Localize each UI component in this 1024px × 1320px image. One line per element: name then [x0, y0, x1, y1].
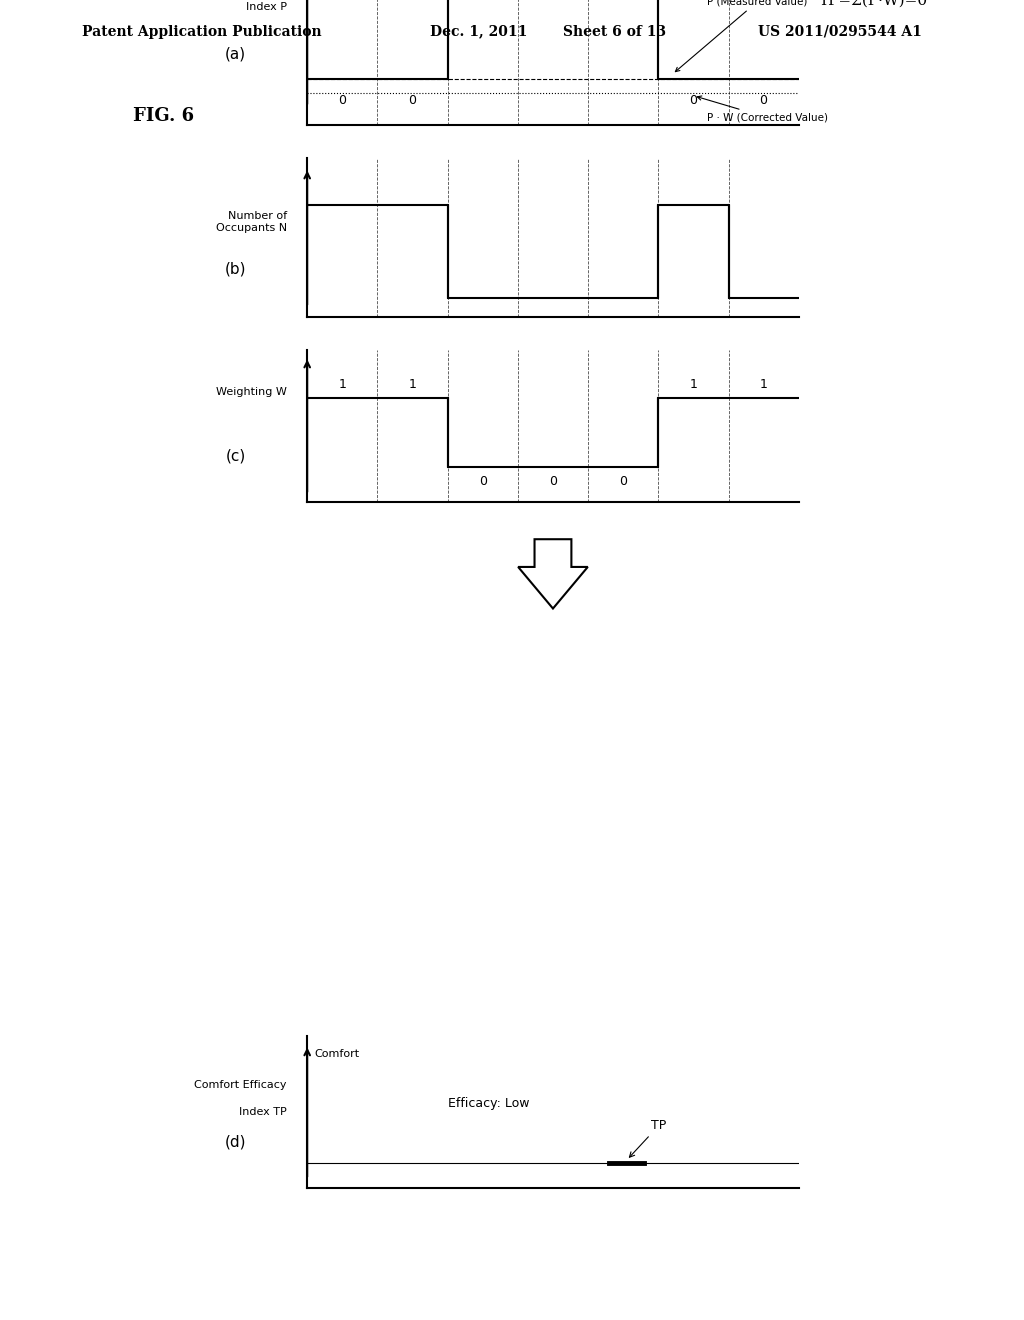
Text: (b): (b)	[225, 261, 246, 277]
Text: 0: 0	[338, 94, 346, 107]
Text: (a): (a)	[225, 46, 246, 61]
Text: 0: 0	[479, 475, 486, 488]
Text: (d): (d)	[225, 1135, 246, 1150]
Text: FIG. 6: FIG. 6	[133, 107, 195, 125]
Text: 1: 1	[338, 379, 346, 391]
Text: Dec. 1, 2011: Dec. 1, 2011	[430, 25, 527, 38]
Text: US 2011/0295544 A1: US 2011/0295544 A1	[758, 25, 922, 38]
Text: TP: TP	[630, 1119, 667, 1158]
Text: (c): (c)	[225, 449, 246, 463]
Text: 0: 0	[409, 94, 417, 107]
Text: Efficacy: Low: Efficacy: Low	[447, 1097, 529, 1110]
Text: 0: 0	[760, 94, 768, 107]
Text: P · W (Corrected Value): P · W (Corrected Value)	[697, 96, 828, 123]
Text: 1: 1	[409, 379, 417, 391]
Text: 0: 0	[549, 475, 557, 488]
Text: 1: 1	[760, 379, 768, 391]
FancyArrow shape	[518, 539, 588, 609]
Text: 1: 1	[689, 379, 697, 391]
Text: 0: 0	[620, 475, 627, 488]
Text: Patent Application Publication: Patent Application Publication	[82, 25, 322, 38]
Text: Sheet 6 of 13: Sheet 6 of 13	[563, 25, 667, 38]
Text: Comfort: Comfort	[314, 1049, 359, 1059]
Text: 0: 0	[689, 94, 697, 107]
Text: P (Measured Value): P (Measured Value)	[676, 0, 808, 71]
Text: Index TP: Index TP	[239, 1107, 287, 1117]
Text: Weighting W: Weighting W	[216, 387, 287, 397]
Text: TP=Σ(P·W)=0: TP=Σ(P·W)=0	[819, 0, 929, 8]
Text: Index P: Index P	[246, 1, 287, 12]
Text: Comfort Efficacy: Comfort Efficacy	[195, 1080, 287, 1090]
Text: Number of
Occupants N: Number of Occupants N	[216, 211, 287, 232]
